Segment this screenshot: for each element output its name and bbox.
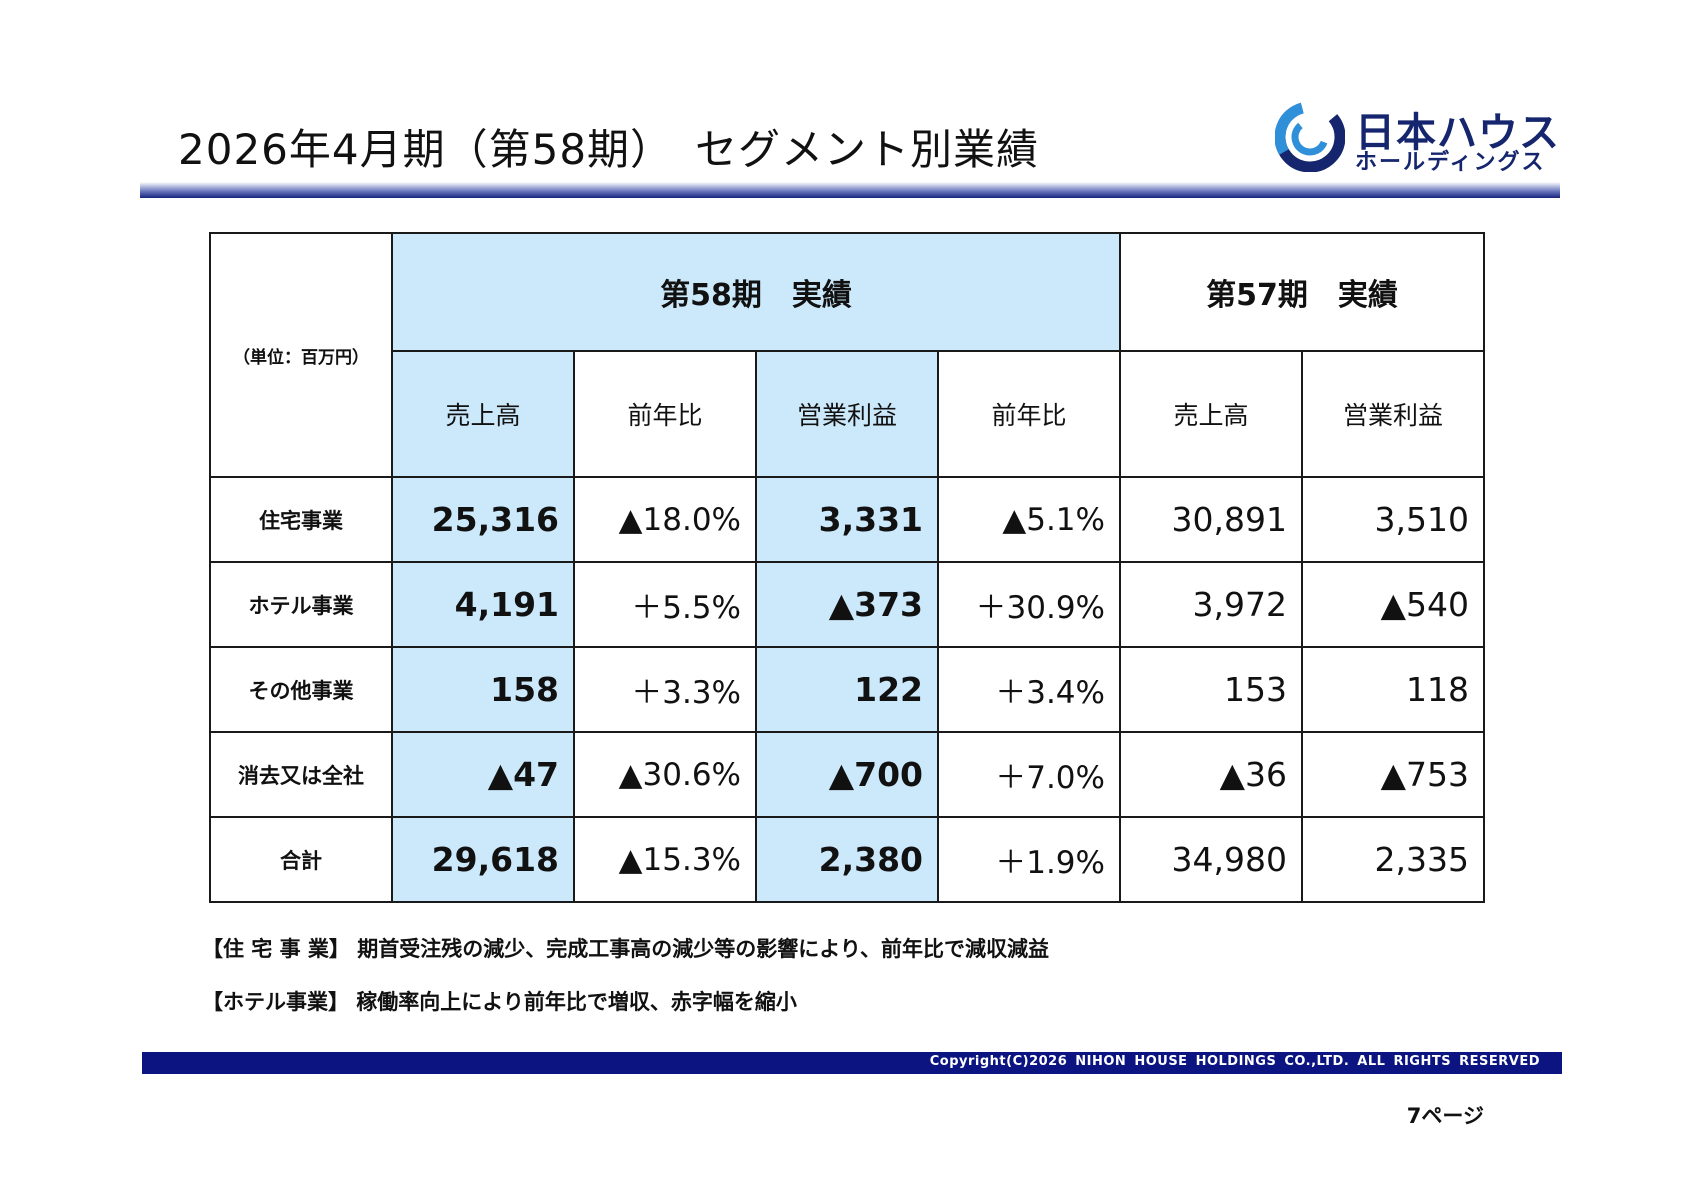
footer-bar: Copyright(C)2026 NIHON HOUSE HOLDINGS CO… — [142, 1052, 1562, 1074]
col-header-op-yoy: 前年比 — [937, 350, 1121, 478]
op-cell: ▲373 — [755, 561, 939, 648]
sales-cell: 29,618 — [391, 816, 575, 903]
title-underline — [140, 182, 1560, 198]
table-row: 消去又は全社 ▲47 ▲30.6% ▲700 ＋7.0% ▲36 ▲753 — [209, 731, 1485, 818]
row-label: 合計 — [209, 816, 393, 903]
sales-yoy-cell: ▲30.6% — [573, 731, 757, 818]
row-label: 住宅事業 — [209, 476, 393, 563]
col-header-op-57: 営業利益 — [1301, 350, 1485, 478]
col-header-sales: 売上高 — [391, 350, 575, 478]
company-logo: 日本ハウス ホールディングス — [1275, 100, 1560, 175]
table-row: 合計 29,618 ▲15.3% 2,380 ＋1.9% 34,980 2,33… — [209, 816, 1485, 903]
note-hotel: 【ホテル事業】 稼働率向上により前年比で増収、赤字幅を縮小 — [202, 990, 797, 1014]
table-row: ホテル事業 4,191 ＋5.5% ▲373 ＋30.9% 3,972 ▲540 — [209, 561, 1485, 648]
col-header-operating-profit: 営業利益 — [755, 350, 939, 478]
sales57-cell: ▲36 — [1119, 731, 1303, 818]
op57-cell: 2,335 — [1301, 816, 1485, 903]
sales-cell: 25,316 — [391, 476, 575, 563]
sales-cell: ▲47 — [391, 731, 575, 818]
copyright-text: Copyright(C)2026 NIHON HOUSE HOLDINGS CO… — [929, 1054, 1540, 1069]
op-cell: 2,380 — [755, 816, 939, 903]
table-row: 住宅事業 25,316 ▲18.0% 3,331 ▲5.1% 30,891 3,… — [209, 476, 1485, 563]
group-header-58: 第58期 実績 — [391, 232, 1121, 352]
col-header-sales-yoy: 前年比 — [573, 350, 757, 478]
row-label: ホテル事業 — [209, 561, 393, 648]
unit-label: （単位：百万円） — [209, 232, 393, 478]
note-housing: 【住 宅 事 業】 期首受注残の減少、完成工事高の減少等の影響により、前年比で減… — [202, 937, 1049, 961]
op57-cell: ▲540 — [1301, 561, 1485, 648]
op-yoy-cell: ＋3.4% — [937, 646, 1121, 733]
col-header-sales-57: 売上高 — [1119, 350, 1303, 478]
op57-cell: ▲753 — [1301, 731, 1485, 818]
op-yoy-cell: ▲5.1% — [937, 476, 1121, 563]
sales-yoy-cell: ＋5.5% — [573, 561, 757, 648]
op57-cell: 118 — [1301, 646, 1485, 733]
logo-swirl-icon — [1275, 102, 1345, 172]
page-number: 7ページ — [1406, 1104, 1484, 1128]
op-yoy-cell: ＋30.9% — [937, 561, 1121, 648]
segment-results-table: （単位：百万円） 第58期 実績 第57期 実績 売上高 前年比 営業利益 前年… — [209, 232, 1485, 903]
sales-yoy-cell: ▲15.3% — [573, 816, 757, 903]
sales-cell: 158 — [391, 646, 575, 733]
op57-cell: 3,510 — [1301, 476, 1485, 563]
table-row: その他事業 158 ＋3.3% 122 ＋3.4% 153 118 — [209, 646, 1485, 733]
op-cell: 122 — [755, 646, 939, 733]
sales57-cell: 153 — [1119, 646, 1303, 733]
logo-main-text: 日本ハウス — [1355, 110, 1560, 156]
op-cell: ▲700 — [755, 731, 939, 818]
sales-cell: 4,191 — [391, 561, 575, 648]
logo-sub-text: ホールディングス — [1355, 150, 1546, 175]
group-header-57: 第57期 実績 — [1119, 232, 1485, 352]
op-cell: 3,331 — [755, 476, 939, 563]
row-label: その他事業 — [209, 646, 393, 733]
row-label: 消去又は全社 — [209, 731, 393, 818]
op-yoy-cell: ＋1.9% — [937, 816, 1121, 903]
page-title: 2026年4月期（第58期） セグメント別業績 — [178, 125, 1040, 174]
sales57-cell: 30,891 — [1119, 476, 1303, 563]
sales57-cell: 3,972 — [1119, 561, 1303, 648]
op-yoy-cell: ＋7.0% — [937, 731, 1121, 818]
sales-yoy-cell: ▲18.0% — [573, 476, 757, 563]
sales-yoy-cell: ＋3.3% — [573, 646, 757, 733]
sales57-cell: 34,980 — [1119, 816, 1303, 903]
